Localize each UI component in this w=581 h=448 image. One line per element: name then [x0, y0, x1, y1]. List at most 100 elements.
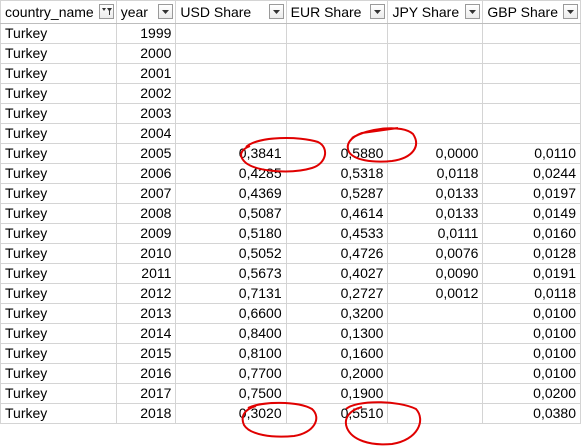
cell-jpy-share[interactable]: 0,0012 [387, 283, 484, 304]
cell-year[interactable]: 2015 [115, 343, 177, 364]
cell-jpy-share[interactable] [387, 323, 484, 344]
cell-jpy-share[interactable]: 0,0133 [387, 203, 484, 224]
cell-eur-share[interactable] [285, 63, 389, 84]
cell-usd-share[interactable] [175, 43, 287, 64]
header-gbp-share[interactable]: GBP Share [482, 0, 581, 24]
header-eur-share[interactable]: EUR Share [285, 0, 389, 24]
cell-country-name[interactable]: Turkey [0, 123, 117, 144]
cell-usd-share[interactable]: 0,3841 [175, 143, 287, 164]
cell-eur-share[interactable]: 0,2727 [285, 283, 389, 304]
cell-gbp-share[interactable] [482, 83, 581, 104]
cell-year[interactable]: 2009 [115, 223, 177, 244]
cell-eur-share[interactable] [285, 43, 389, 64]
cell-jpy-share[interactable]: 0,0076 [387, 243, 484, 264]
cell-eur-share[interactable] [285, 103, 389, 124]
cell-gbp-share[interactable]: 0,0118 [482, 283, 581, 304]
filter-dropdown-icon[interactable] [465, 4, 481, 19]
cell-country-name[interactable]: Turkey [0, 83, 117, 104]
cell-eur-share[interactable]: 0,5318 [285, 163, 389, 184]
cell-eur-share[interactable]: 0,5287 [285, 183, 389, 204]
cell-usd-share[interactable]: 0,5180 [175, 223, 287, 244]
cell-eur-share[interactable]: 0,1300 [285, 323, 389, 344]
header-year[interactable]: year [115, 0, 177, 24]
cell-eur-share[interactable]: 0,2000 [285, 363, 389, 384]
cell-usd-share[interactable]: 0,5673 [175, 263, 287, 284]
cell-usd-share[interactable] [175, 23, 287, 44]
cell-country-name[interactable]: Turkey [0, 343, 117, 364]
cell-eur-share[interactable]: 0,4533 [285, 223, 389, 244]
cell-country-name[interactable]: Turkey [0, 23, 117, 44]
cell-usd-share[interactable]: 0,3020 [175, 403, 287, 424]
cell-country-name[interactable]: Turkey [0, 143, 117, 164]
cell-year[interactable]: 1999 [115, 23, 177, 44]
cell-gbp-share[interactable]: 0,0380 [482, 403, 581, 424]
cell-jpy-share[interactable]: 0,0118 [387, 163, 484, 184]
cell-gbp-share[interactable] [482, 103, 581, 124]
cell-gbp-share[interactable]: 0,0160 [482, 223, 581, 244]
header-usd-share[interactable]: USD Share [175, 0, 287, 24]
cell-usd-share[interactable]: 0,7700 [175, 363, 287, 384]
cell-country-name[interactable]: Turkey [0, 383, 117, 404]
cell-usd-share[interactable]: 0,7131 [175, 283, 287, 304]
cell-year[interactable]: 2012 [115, 283, 177, 304]
cell-jpy-share[interactable] [387, 63, 484, 84]
cell-jpy-share[interactable] [387, 343, 484, 364]
cell-jpy-share[interactable] [387, 23, 484, 44]
cell-country-name[interactable]: Turkey [0, 63, 117, 84]
cell-gbp-share[interactable]: 0,0191 [482, 263, 581, 284]
cell-usd-share[interactable]: 0,5052 [175, 243, 287, 264]
cell-year[interactable]: 2017 [115, 383, 177, 404]
cell-country-name[interactable]: Turkey [0, 283, 117, 304]
cell-jpy-share[interactable] [387, 303, 484, 324]
cell-country-name[interactable]: Turkey [0, 323, 117, 344]
cell-country-name[interactable]: Turkey [0, 103, 117, 124]
cell-eur-share[interactable]: 0,3200 [285, 303, 389, 324]
cell-gbp-share[interactable] [482, 123, 581, 144]
cell-country-name[interactable]: Turkey [0, 403, 117, 424]
cell-gbp-share[interactable]: 0,0110 [482, 143, 581, 164]
cell-gbp-share[interactable]: 0,0100 [482, 323, 581, 344]
cell-usd-share[interactable] [175, 63, 287, 84]
cell-usd-share[interactable]: 0,5087 [175, 203, 287, 224]
cell-usd-share[interactable]: 0,4285 [175, 163, 287, 184]
header-country-name[interactable]: country_name [0, 0, 117, 24]
cell-year[interactable]: 2018 [115, 403, 177, 424]
cell-country-name[interactable]: Turkey [0, 243, 117, 264]
cell-jpy-share[interactable]: 0,0090 [387, 263, 484, 284]
cell-year[interactable]: 2003 [115, 103, 177, 124]
header-jpy-share[interactable]: JPY Share [387, 0, 484, 24]
cell-jpy-share[interactable]: 0,0133 [387, 183, 484, 204]
cell-eur-share[interactable]: 0,1600 [285, 343, 389, 364]
cell-jpy-share[interactable] [387, 83, 484, 104]
cell-country-name[interactable]: Turkey [0, 363, 117, 384]
cell-eur-share[interactable] [285, 123, 389, 144]
cell-gbp-share[interactable]: 0,0100 [482, 363, 581, 384]
cell-year[interactable]: 2006 [115, 163, 177, 184]
cell-gbp-share[interactable]: 0,0244 [482, 163, 581, 184]
cell-year[interactable]: 2013 [115, 303, 177, 324]
cell-jpy-share[interactable] [387, 123, 484, 144]
cell-jpy-share[interactable] [387, 43, 484, 64]
cell-country-name[interactable]: Turkey [0, 263, 117, 284]
cell-usd-share[interactable]: 0,8400 [175, 323, 287, 344]
cell-year[interactable]: 2010 [115, 243, 177, 264]
cell-jpy-share[interactable] [387, 383, 484, 404]
cell-usd-share[interactable] [175, 123, 287, 144]
cell-eur-share[interactable]: 0,5880 [285, 143, 389, 164]
cell-year[interactable]: 2002 [115, 83, 177, 104]
cell-usd-share[interactable]: 0,8100 [175, 343, 287, 364]
cell-gbp-share[interactable]: 0,0149 [482, 203, 581, 224]
cell-usd-share[interactable] [175, 103, 287, 124]
cell-gbp-share[interactable] [482, 43, 581, 64]
cell-eur-share[interactable] [285, 83, 389, 104]
cell-eur-share[interactable] [285, 23, 389, 44]
filter-dropdown-icon[interactable] [370, 4, 386, 19]
cell-gbp-share[interactable]: 0,0197 [482, 183, 581, 204]
filter-dropdown-icon[interactable] [563, 4, 578, 19]
cell-eur-share[interactable]: 0,5510 [285, 403, 389, 424]
cell-usd-share[interactable]: 0,4369 [175, 183, 287, 204]
cell-year[interactable]: 2014 [115, 323, 177, 344]
filter-dropdown-icon[interactable] [268, 4, 284, 19]
cell-year[interactable]: 2001 [115, 63, 177, 84]
cell-gbp-share[interactable]: 0,0100 [482, 343, 581, 364]
